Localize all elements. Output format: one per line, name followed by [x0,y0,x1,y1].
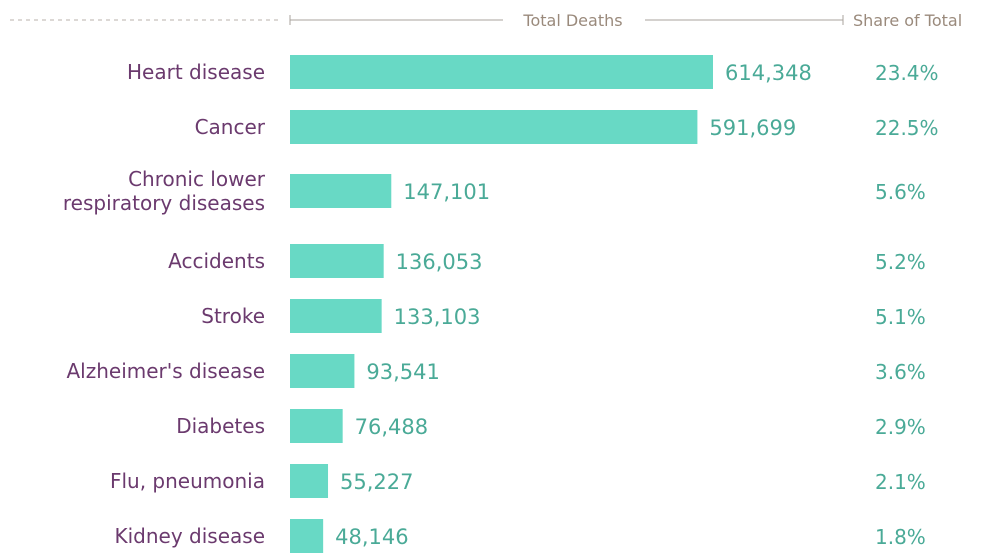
bar [290,174,392,208]
value-label: 147,101 [403,180,490,204]
share-label: 22.5% [875,116,939,140]
category-label: Alzheimer's disease [66,359,265,383]
category-label: Accidents [168,249,265,273]
bar [290,110,698,144]
value-label: 591,699 [709,116,796,140]
category-label: Flu, pneumonia [110,469,265,493]
category-label: Kidney disease [115,524,266,548]
share-label: 3.6% [875,360,926,384]
category-label: respiratory diseases [63,191,265,215]
bar [290,354,355,388]
share-label: 5.2% [875,250,926,274]
share-label: 2.9% [875,415,926,439]
category-label: Heart disease [127,60,265,84]
bar [290,519,324,553]
share-label: 5.1% [875,305,926,329]
share-label: 2.1% [875,470,926,494]
share-label: 5.6% [875,180,926,204]
value-label: 614,348 [725,61,812,85]
share-label: 23.4% [875,61,939,85]
header-share-of-total: Share of Total [853,11,962,30]
header-total-deaths: Total Deaths [522,11,622,30]
value-label: 136,053 [396,250,483,274]
value-label: 76,488 [355,415,428,439]
value-label: 48,146 [335,525,408,549]
share-label: 1.8% [875,525,926,549]
bar [290,409,343,443]
value-label: 133,103 [394,305,481,329]
category-label: Diabetes [176,414,265,438]
bar [290,299,382,333]
category-label: Chronic lower [128,167,266,191]
value-label: 93,541 [366,360,439,384]
bar [290,244,384,278]
bar [290,464,329,498]
category-label: Cancer [195,115,266,139]
bars-group: Heart disease 614,348 23.4% Cancer 591,699 22… [63,55,939,553]
category-label: Stroke [201,304,265,328]
value-label: 55,227 [340,470,413,494]
bar [290,55,713,89]
